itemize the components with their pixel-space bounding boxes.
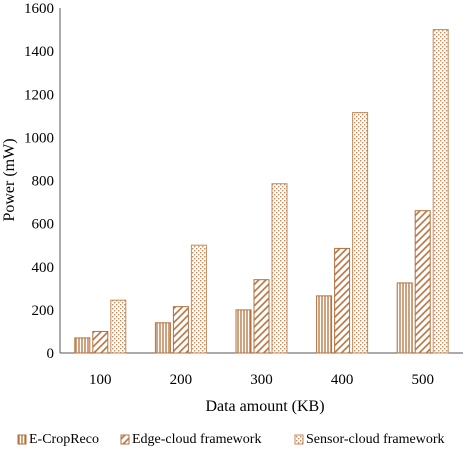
bar [110, 299, 127, 354]
y-tick-label: 1600 [24, 1, 54, 17]
bar [334, 247, 351, 354]
bar [414, 210, 431, 354]
bar [253, 279, 270, 354]
bar [271, 183, 288, 354]
bar [316, 295, 333, 354]
legend-swatch [120, 434, 130, 445]
bar [396, 282, 413, 354]
y-tick-label: 400 [32, 260, 55, 276]
bar [352, 112, 369, 354]
x-tick-label: 500 [411, 372, 434, 388]
bar [432, 29, 449, 354]
bar [74, 337, 91, 354]
legend: E-CropReco Edge-cloud framework Sensor-clo… [17, 432, 445, 447]
bars [74, 29, 449, 354]
bar [172, 306, 189, 354]
x-tick-label: 300 [250, 372, 273, 388]
bar [190, 244, 207, 354]
x-tick-label: 400 [331, 372, 354, 388]
x-axis-title: Data amount (KB) [205, 398, 324, 415]
y-tick-label: 200 [32, 303, 55, 319]
legend-label: Edge-cloud framework [132, 432, 261, 447]
y-tick-label: 600 [32, 217, 55, 233]
x-tick-label: 100 [89, 372, 112, 388]
x-tick-labels: 100 200 300 400 500 [89, 372, 434, 388]
bar [154, 322, 171, 354]
y-tick-label: 1000 [24, 130, 54, 146]
y-tick-label: 1400 [24, 44, 54, 60]
y-axis-title: Power (mW) [1, 138, 18, 221]
y-tick-label: 1200 [24, 87, 54, 103]
bar [92, 330, 109, 354]
y-tick-label: 800 [32, 174, 55, 190]
legend-swatch [17, 434, 27, 445]
legend-label: Sensor-cloud framework [306, 432, 445, 447]
x-tick-label: 200 [170, 372, 193, 388]
legend-swatch [294, 434, 304, 445]
bar [235, 309, 252, 354]
y-tick-label: 0 [47, 346, 55, 362]
legend-label: E-CropReco [29, 432, 99, 447]
y-tick-labels: 0 200 400 600 800 1000 1200 1400 1600 [24, 1, 54, 362]
